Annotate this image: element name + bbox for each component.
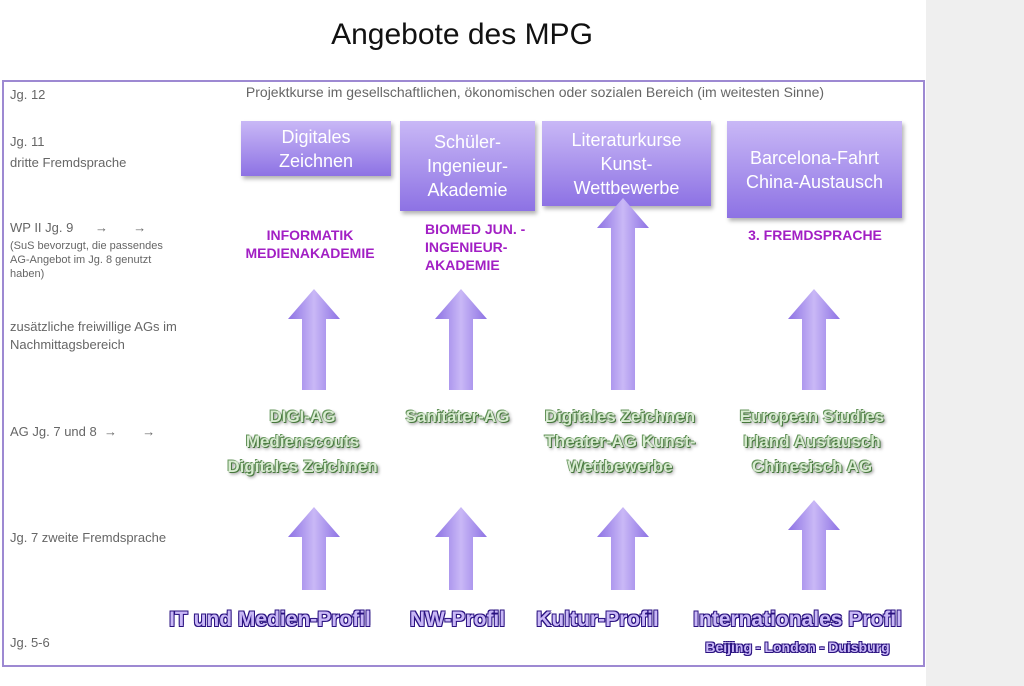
diagram-frame (2, 80, 925, 667)
row-label-ag: AG Jg. 7 und 8 → → (10, 424, 156, 439)
row-label-zusatz: zusätzliche freiwillige AGs im Nachmitta… (10, 319, 177, 352)
row-label-jg11: Jg. 11 (10, 134, 45, 149)
row-label-wp: WP II Jg. 9 → → (10, 220, 147, 235)
row-label-dritte: dritte Fremdsprache (10, 155, 127, 170)
profile-kultur: Kultur-Profil (536, 608, 659, 631)
profile-it-medien: IT und Medien-Profil (169, 608, 371, 631)
row-label-jg7: Jg. 7 zweite Fremdsprache (10, 530, 167, 545)
box-digitales-zeichnen: Digitales Zeichnen (241, 121, 391, 176)
box-literaturkurse: Literaturkurse Kunst-Wettbewerbe (542, 121, 711, 206)
ag-international: European Studies Irland Austausch Chines… (739, 407, 885, 476)
profile-international-sub: Beijing - London - Duisburg (705, 639, 890, 655)
page-title: Angebote des MPG (331, 18, 593, 51)
wp-informatik: INFORMATIK MEDIENAKADEMIE (245, 227, 375, 261)
side-panel (926, 0, 1024, 686)
ag-kultur: Digitales Zeichnen Theater-AG Kunst-Wett… (544, 407, 696, 476)
profile-nw: NW-Profil (409, 608, 506, 631)
wp-fremdsprache: 3. FREMDSPRACHE (748, 227, 882, 243)
row-label-wp-note: (SuS bevorzugt, die passendes AG-Angebot… (10, 240, 163, 280)
arrow-up-icon (288, 507, 340, 590)
row-label-jg12: Jg. 12 (10, 87, 46, 102)
ag-sanitaeter: Sanitäter-AG (405, 407, 510, 426)
arrow-up-icon (288, 289, 340, 390)
arrow-up-icon (597, 198, 649, 390)
arrow-up-icon (435, 289, 487, 390)
box-schueler-ingenieur: Schüler-Ingenieur-Akademie (400, 121, 535, 211)
arrow-up-icon (788, 289, 840, 390)
ag-digi: DIGI-AG Medienscouts Digitales Zeichnen (227, 407, 378, 476)
arrow-up-icon (788, 500, 840, 590)
projektkurse-text: Projektkurse im gesellschaftlichen, ökon… (245, 84, 825, 100)
box-barcelona: Barcelona-Fahrt China-Austausch (727, 121, 902, 218)
arrow-up-icon (435, 507, 487, 590)
profile-international: Internationales Profil (693, 608, 902, 631)
arrow-up-icon (597, 507, 649, 590)
wp-biomed: BIOMED JUN. -INGENIEUR-AKADEMIE (425, 221, 526, 273)
row-label-jg56: Jg. 5-6 (10, 635, 50, 650)
